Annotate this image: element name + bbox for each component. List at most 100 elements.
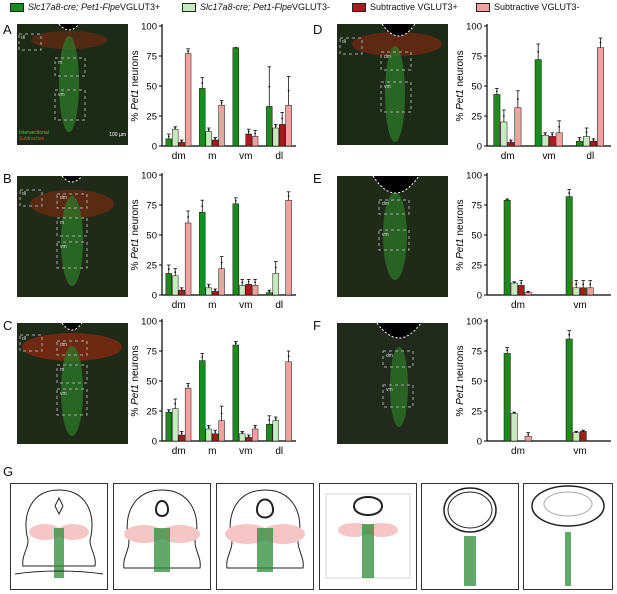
- micro-label-dl: dl: [342, 39, 346, 45]
- data-point: [585, 131, 588, 134]
- bar: [212, 139, 219, 147]
- micrograph-d: dl dm vm: [337, 24, 448, 145]
- bar-chart-d: % Pet1 neurons 0 25 50 75 100 dm vm dl: [455, 22, 611, 162]
- data-point: [234, 199, 237, 202]
- y-tick-label: 100: [466, 317, 482, 328]
- x-tick-label: dm: [172, 300, 186, 311]
- bar: [205, 428, 212, 442]
- micro-label-vm: vm: [58, 92, 65, 98]
- panel-label-b: B: [3, 171, 12, 186]
- bar: [172, 275, 179, 296]
- bar: [272, 127, 279, 147]
- data-point: [201, 356, 204, 358]
- micro-label-vm: vm: [384, 84, 391, 90]
- data-point: [180, 432, 183, 435]
- data-point: [527, 433, 530, 436]
- atlas-panel-4: [319, 483, 417, 590]
- x-tick-label: dm: [172, 446, 186, 457]
- bar: [165, 411, 172, 442]
- y-tick-label: 0: [152, 142, 157, 153]
- data-point: [220, 101, 223, 104]
- bar: [272, 273, 279, 296]
- micrograph-c: dl dm m vm: [17, 323, 128, 444]
- y-tick-label: 0: [152, 291, 157, 302]
- y-axis-label-italic: Pet1: [130, 238, 141, 259]
- micro-label-intersectional: Intersectional: [19, 130, 49, 136]
- data-point: [180, 140, 183, 143]
- data-point: [589, 283, 592, 286]
- data-point: [167, 410, 170, 412]
- micrograph-b-image: [17, 176, 128, 297]
- y-axis-label-rest: neurons: [455, 50, 466, 89]
- y-axis-label: % Pet1 neurons: [455, 199, 466, 270]
- bar: [493, 94, 501, 147]
- atlas-panel-3: [216, 483, 314, 590]
- data-point: [558, 125, 561, 128]
- y-tick-label: 25: [471, 407, 482, 418]
- y-axis-label-rest: neurons: [130, 199, 141, 238]
- data-point: [187, 216, 190, 218]
- micrograph-e: dm vm: [337, 176, 448, 297]
- bar: [517, 285, 525, 296]
- data-point: [268, 85, 271, 88]
- y-tick-label: 0: [477, 142, 482, 153]
- bar-chart-c: % Pet1 neurons 0 25 50 75 100 dm m vm dl: [130, 317, 296, 457]
- y-tick-label: 25: [146, 407, 157, 418]
- bar: [503, 353, 511, 442]
- legend-swatch: [10, 2, 24, 12]
- data-point: [234, 46, 237, 49]
- bar: [597, 47, 604, 147]
- data-point: [207, 128, 210, 131]
- bar: [285, 199, 292, 296]
- micro-label-m: m: [60, 367, 65, 373]
- data-point: [220, 412, 223, 415]
- y-tick-label: 75: [146, 201, 157, 212]
- data-point: [575, 431, 578, 433]
- y-axis-label-prefix: %: [455, 405, 466, 417]
- bar: [500, 121, 508, 147]
- x-tick-label: dm: [511, 446, 525, 457]
- y-axis-label-prefix: %: [455, 259, 466, 271]
- bar: [285, 361, 292, 442]
- y-tick-label: 0: [152, 437, 157, 448]
- y-tick-label: 25: [471, 112, 482, 123]
- bar: [507, 142, 515, 147]
- bar: [218, 420, 225, 442]
- bar: [266, 292, 273, 296]
- y-tick-label: 50: [146, 231, 157, 242]
- bar: [503, 199, 511, 296]
- bar: [245, 437, 252, 442]
- bar: [212, 291, 219, 296]
- micro-label-dl: dl: [22, 336, 26, 342]
- y-tick-label: 25: [146, 112, 157, 123]
- atlas-drawing-1: [14, 489, 104, 578]
- micro-label-vm: vm: [386, 387, 393, 393]
- bar: [590, 140, 597, 147]
- micro-label-dm: dm: [386, 353, 393, 359]
- y-axis-label-rest: neurons: [455, 345, 466, 384]
- x-tick-label: dm: [511, 300, 525, 311]
- data-point: [214, 137, 217, 140]
- data-point: [506, 349, 509, 352]
- x-tick-label: dm: [501, 151, 515, 162]
- bar-chart-b: % Pet1 neurons 0 25 50 75 100 dm m vm dl: [130, 171, 296, 311]
- bar: [541, 134, 549, 147]
- bar: [251, 285, 259, 296]
- atlas-panel-6: [523, 483, 613, 590]
- panel-label-a: A: [3, 22, 12, 37]
- legend-item-subtractive-vglut3-neg: Subtractive VGLUT3-: [476, 1, 580, 13]
- bar: [524, 435, 532, 442]
- y-tick-label: 75: [471, 347, 482, 358]
- bar: [565, 196, 573, 296]
- x-tick-label: dm: [172, 151, 186, 162]
- legend-item-intersectional-vglut3-pos: Slc17a8-cre; Pet1-Flpe VGLUT3+: [10, 1, 160, 13]
- bar: [184, 53, 192, 147]
- legend-text: VGLUT3-: [292, 2, 331, 12]
- data-point: [174, 271, 177, 274]
- bar: [565, 338, 573, 442]
- y-tick-label: 100: [141, 171, 157, 182]
- micrograph-d-image: [337, 24, 448, 145]
- y-axis-label: % Pet1 neurons: [455, 345, 466, 416]
- data-point: [247, 435, 250, 438]
- atlas-drawing-6: [531, 485, 605, 586]
